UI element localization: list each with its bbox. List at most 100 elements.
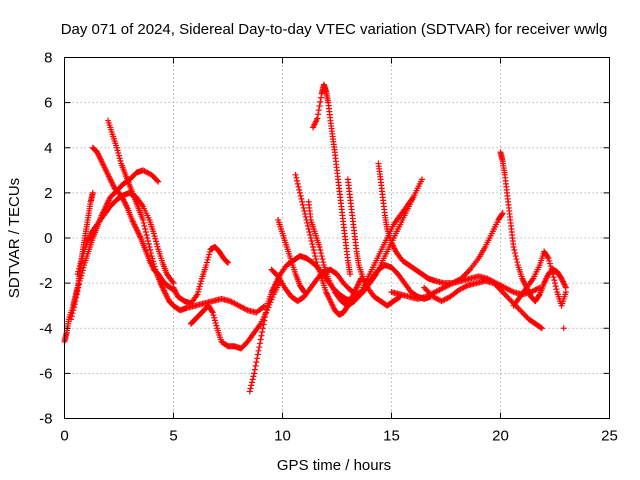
data-point (209, 308, 216, 315)
y-tick-label: 4 (44, 140, 52, 157)
y-axis-label: SDTVAR / TECUs (6, 178, 23, 298)
data-point (196, 283, 203, 290)
x-tick-label: 20 (492, 428, 509, 445)
data-point (140, 219, 147, 226)
data-point (304, 219, 311, 226)
data-point (256, 344, 263, 351)
data-point (311, 250, 318, 257)
data-point (318, 253, 325, 260)
data-point (194, 291, 201, 298)
data-point (76, 281, 83, 288)
series-arc18 (497, 149, 569, 305)
data-point (203, 262, 210, 269)
data-point (301, 207, 308, 214)
data-layer (61, 81, 569, 395)
data-point (562, 289, 569, 296)
series-arc12 (310, 81, 354, 278)
data-point (551, 277, 558, 284)
data-point (262, 313, 269, 320)
series-arc9 (268, 176, 426, 305)
data-point (197, 280, 204, 287)
data-point (514, 259, 521, 266)
x-tick-label: 5 (169, 428, 177, 445)
data-point (72, 298, 79, 305)
tick-layer: 0 5 10 15 20 25 -8 -6 -4 -2 0 2 4 6 8 (39, 50, 618, 445)
data-point (224, 259, 231, 266)
data-point (114, 147, 121, 154)
data-point (317, 98, 324, 105)
data-point (78, 272, 85, 279)
data-point (76, 277, 83, 284)
data-point (115, 150, 122, 157)
data-point (151, 233, 158, 240)
data-point (89, 189, 96, 196)
y-tick-label: 8 (44, 50, 52, 67)
data-point (256, 340, 263, 347)
data-point (141, 222, 148, 229)
data-point (212, 319, 219, 326)
data-point (310, 244, 317, 251)
data-point (155, 178, 162, 185)
data-point (295, 183, 302, 190)
series-arc5 (105, 117, 269, 316)
data-point (145, 241, 152, 248)
data-point (313, 259, 320, 266)
data-point (553, 286, 560, 293)
data-point (151, 263, 158, 270)
data-point (302, 210, 309, 217)
data-point (296, 186, 303, 193)
data-point (255, 347, 262, 354)
data-point (198, 278, 205, 285)
data-point (251, 366, 258, 373)
data-point (296, 189, 303, 196)
data-point (211, 314, 218, 321)
series-arc13 (305, 194, 417, 309)
data-point (510, 244, 517, 251)
data-point (499, 210, 506, 217)
data-point (211, 317, 218, 324)
series-arc7 (187, 277, 284, 352)
data-point (560, 325, 567, 332)
data-point (147, 250, 154, 257)
data-point (548, 265, 555, 272)
y-tick-label: -4 (39, 320, 52, 337)
data-point (512, 253, 519, 260)
data-point (143, 231, 150, 238)
data-point (347, 271, 354, 278)
x-tick-label: 25 (601, 428, 618, 445)
x-tick-label: 0 (60, 428, 68, 445)
data-point (139, 216, 146, 223)
data-point (154, 243, 161, 250)
data-point (149, 255, 156, 262)
data-point (307, 235, 314, 241)
data-point (68, 316, 75, 323)
x-tick-label: 15 (383, 428, 400, 445)
data-point (552, 283, 559, 290)
data-point (150, 260, 157, 267)
data-point (153, 238, 160, 245)
data-point (316, 103, 323, 110)
y-tick-label: -2 (39, 275, 52, 292)
data-point (249, 376, 256, 383)
data-point (206, 251, 213, 258)
data-point (318, 94, 325, 101)
data-point (315, 111, 322, 118)
data-point (254, 355, 261, 362)
data-point (546, 260, 553, 267)
data-point (550, 274, 557, 281)
data-point (70, 307, 77, 314)
data-point (544, 254, 551, 261)
y-tick-label: 0 (44, 230, 52, 247)
data-point (308, 238, 315, 245)
data-point (210, 312, 217, 319)
x-tick-label: 10 (274, 428, 291, 445)
data-point (78, 269, 85, 276)
data-point (144, 235, 151, 241)
data-point (146, 244, 153, 251)
data-point (319, 256, 326, 263)
data-point (315, 107, 322, 114)
data-point (262, 310, 269, 317)
data-point (299, 198, 306, 205)
data-point (258, 332, 265, 339)
data-point (300, 204, 307, 211)
